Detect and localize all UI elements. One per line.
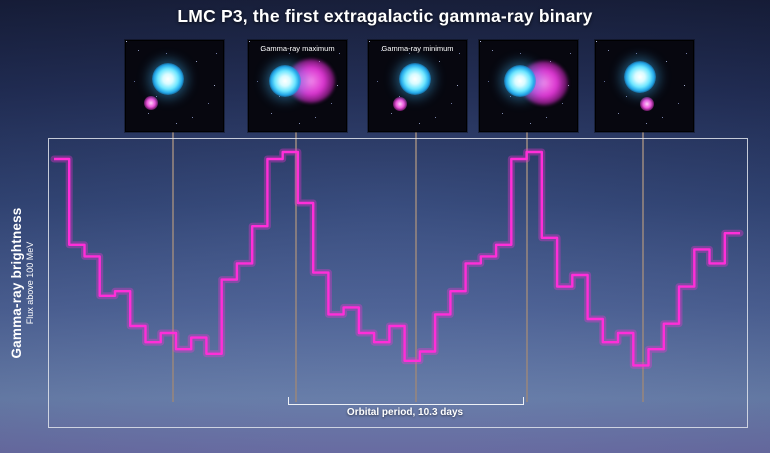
starfield — [369, 41, 370, 42]
y-axis-label-group: Gamma-ray brightness Flux above 100 MeV — [9, 153, 35, 413]
starfield — [249, 41, 250, 42]
phase-connector-line — [526, 131, 528, 402]
light-curve-panel: Orbital period, 10.3 days — [48, 138, 748, 428]
light-curve-glow — [50, 148, 744, 369]
phase-connector-line — [415, 131, 417, 402]
massive-star-glow — [399, 63, 431, 95]
phase-connector-line — [295, 131, 297, 402]
orbital-period-label: Orbital period, 10.3 days — [346, 407, 464, 418]
gamma-ray-source-glow — [144, 96, 158, 110]
y-axis-label: Gamma-ray brightness — [9, 207, 24, 359]
light-curve-chart — [50, 148, 744, 369]
light-curve-step-line — [54, 150, 740, 367]
orbit-snapshot-4 — [479, 40, 578, 132]
gamma-ray-source-glow — [393, 97, 407, 111]
phase-connector-line — [172, 131, 174, 402]
orbit-snapshot-1 — [125, 40, 224, 132]
starfield — [596, 41, 597, 42]
orbital-period-bracket — [288, 397, 524, 405]
massive-star-glow — [152, 63, 184, 95]
y-axis-sublabel: Flux above 100 MeV — [25, 241, 35, 325]
inset-label: Gamma-ray minimum — [381, 44, 454, 53]
inset-label: Gamma-ray maximum — [260, 44, 335, 53]
gamma-ray-source-glow — [640, 97, 654, 111]
phase-connector-line — [642, 131, 644, 402]
massive-star-glow — [504, 65, 536, 97]
orbit-snapshot-2-maximum: Gamma-ray maximum — [248, 40, 347, 132]
starfield — [480, 41, 481, 42]
figure-title: LMC P3, the first extragalactic gamma-ra… — [177, 6, 593, 26]
massive-star-glow — [624, 61, 656, 93]
massive-star-glow — [269, 65, 301, 97]
orbit-snapshot-3-minimum: Gamma-ray minimum — [368, 40, 467, 132]
starfield — [126, 41, 127, 42]
orbit-snapshot-5 — [595, 40, 694, 132]
